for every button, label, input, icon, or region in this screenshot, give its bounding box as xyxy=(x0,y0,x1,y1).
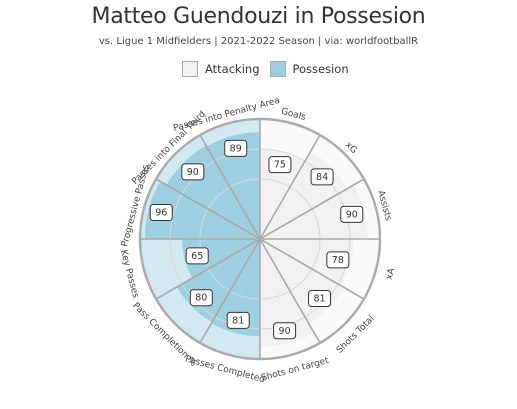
spoke-assists xyxy=(259,178,365,240)
value-label-shots-total: 81 xyxy=(313,294,325,305)
value-box-key-passes xyxy=(185,247,209,265)
value-label-xa: 78 xyxy=(332,255,344,266)
bar-xa xyxy=(260,239,354,286)
value-label-passes-into-penalty-area: 89 xyxy=(230,143,242,154)
spoke-passes-into-final-third xyxy=(155,178,261,240)
value-label-goals: 75 xyxy=(274,160,286,171)
legend: Attacking Possesion xyxy=(182,61,359,77)
value-box-shots-total xyxy=(308,290,332,308)
legend-item-possesion: Possesion xyxy=(269,61,349,77)
value-box-xg xyxy=(310,168,334,186)
spoke-key-passes xyxy=(155,238,261,300)
legend-label-possesion: Possesion xyxy=(292,62,349,76)
value-label-assists: 90 xyxy=(346,209,358,220)
spoke-shots-total xyxy=(259,238,365,300)
chart-subtitle: vs. Ligue 1 Midfielders | 2021-2022 Seas… xyxy=(98,36,419,47)
value-box-passes-into-final-third xyxy=(181,163,205,181)
legend-label-attacking: Attacking xyxy=(205,62,260,76)
value-label-passes-into-final-third: 90 xyxy=(187,167,199,178)
value-box-passes-completed xyxy=(226,311,250,329)
legend-swatch-attacking xyxy=(182,61,198,77)
value-box-xa xyxy=(326,251,350,269)
value-box-goals xyxy=(268,156,292,174)
value-box-passes-into-penalty-area xyxy=(224,139,248,157)
legend-item-attacking: Attacking xyxy=(182,61,260,77)
bar-passes-completed xyxy=(211,239,260,337)
value-label-shots-on-target: 90 xyxy=(279,326,291,337)
bar-progressive-passes xyxy=(144,181,260,239)
value-label-pass-completion: 80 xyxy=(195,293,207,304)
value-box-pass-completion xyxy=(189,289,213,307)
value-label-passes-completed: 81 xyxy=(232,315,244,326)
value-box-progressive-passes xyxy=(149,204,173,222)
legend-swatch-possesion xyxy=(269,61,286,77)
spoke-passes-into-penalty-area xyxy=(199,134,261,240)
axis-label-key-passes: Key Passes xyxy=(118,249,141,300)
spoke-xg xyxy=(259,134,321,240)
value-label-key-passes: 65 xyxy=(191,251,203,262)
axis-label-xa: xA xyxy=(385,266,398,280)
value-label-xg: 84 xyxy=(316,172,328,183)
spoke-shots-on-target xyxy=(259,238,321,344)
axis-label-shots-on-target: Shots on target xyxy=(260,356,330,384)
value-box-shots-on-target xyxy=(273,322,297,340)
spoke-pass-completion xyxy=(199,238,261,344)
value-box-assists xyxy=(340,205,364,223)
chart-title: Matteo Guendouzi in Possesion xyxy=(91,4,426,29)
outer-ring xyxy=(138,117,382,361)
value-label-progressive-passes: 96 xyxy=(155,208,167,219)
